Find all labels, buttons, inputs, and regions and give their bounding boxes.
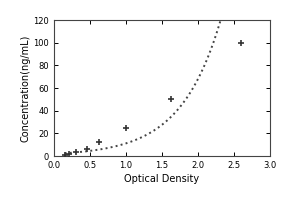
X-axis label: Optical Density: Optical Density [124, 174, 200, 184]
Y-axis label: Concentration(ng/mL): Concentration(ng/mL) [21, 34, 31, 142]
